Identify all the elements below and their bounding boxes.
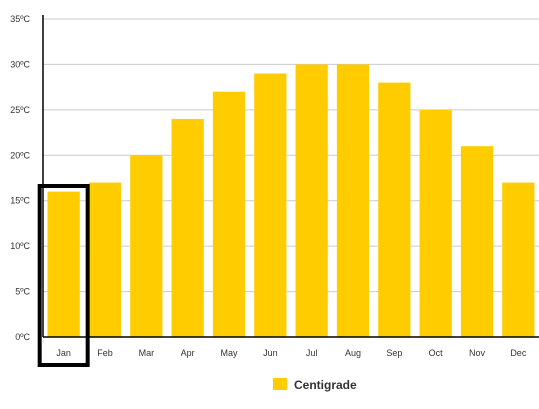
y-tick-label: 15ºC (10, 196, 30, 206)
x-tick-labels: Jan Feb Mar Apr May Jun Jul Aug Sep Oct Nov Dec (56, 348, 526, 358)
bar-apr (171, 118, 204, 337)
y-tick-label: 25ºC (10, 105, 30, 115)
y-tick-labels: 0ºC 5ºC 10ºC 15ºC 20ºC 25ºC 30ºC 35ºC (10, 14, 30, 342)
x-tick-label: Mar (139, 348, 155, 358)
y-tick-label: 0ºC (15, 332, 30, 342)
x-tick-label: Dec (510, 348, 527, 358)
y-tick-label: 30ºC (10, 59, 30, 69)
bars (47, 64, 535, 337)
legend-label: Centigrade (294, 378, 357, 392)
legend-swatch (273, 378, 287, 390)
y-tick-label: 5ºC (15, 287, 30, 297)
x-tick-label: Oct (429, 348, 444, 358)
bar-may (212, 91, 246, 337)
grid-lines (43, 18, 539, 293)
x-tick-label: Aug (345, 348, 361, 358)
legend: Centigrade (273, 378, 357, 392)
selected-category-highlight (37, 184, 90, 367)
bar-jan (47, 191, 80, 337)
y-tick-label: 35ºC (10, 14, 30, 24)
x-tick-label: Sep (386, 348, 402, 358)
bar-feb (88, 182, 122, 337)
axes (42, 15, 539, 338)
bar-jul (295, 64, 328, 337)
y-tick-label: 20ºC (10, 150, 30, 160)
bar-nov (460, 146, 494, 337)
y-tick-label: 10ºC (10, 241, 30, 251)
highlight-layer (37, 184, 90, 367)
bar-sep (378, 82, 411, 337)
bar-jun (254, 73, 287, 337)
bar-mar (130, 155, 163, 337)
x-tick-label: Nov (469, 348, 486, 358)
x-tick-label: Apr (181, 348, 195, 358)
bar-oct (419, 109, 452, 337)
x-tick-label: Jun (263, 348, 278, 358)
bar-dec (502, 182, 535, 337)
x-tick-label: Jul (306, 348, 318, 358)
x-tick-label: Feb (97, 348, 113, 358)
bar-aug (336, 64, 370, 337)
x-tick-label: May (220, 348, 238, 358)
x-tick-label: Jan (56, 348, 71, 358)
